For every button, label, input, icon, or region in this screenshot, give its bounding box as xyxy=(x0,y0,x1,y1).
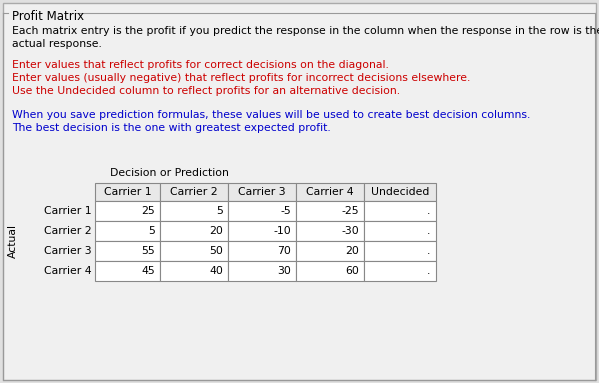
Text: -25: -25 xyxy=(341,206,359,216)
Text: Actual: Actual xyxy=(8,224,18,258)
Bar xyxy=(296,221,364,241)
Bar xyxy=(95,201,160,221)
Text: 20: 20 xyxy=(209,226,223,236)
Bar xyxy=(160,183,228,201)
Text: 50: 50 xyxy=(209,246,223,256)
Bar xyxy=(364,241,436,261)
Text: Carrier 3: Carrier 3 xyxy=(44,246,92,256)
Text: 30: 30 xyxy=(277,266,291,276)
Bar xyxy=(228,241,296,261)
Text: Carrier 1: Carrier 1 xyxy=(44,206,92,216)
Text: .: . xyxy=(426,246,430,256)
Bar xyxy=(296,183,364,201)
Bar xyxy=(160,241,228,261)
Text: 5: 5 xyxy=(148,226,155,236)
Bar xyxy=(95,221,160,241)
Text: Carrier 3: Carrier 3 xyxy=(238,187,286,197)
Text: .: . xyxy=(426,266,430,276)
Text: -30: -30 xyxy=(341,226,359,236)
Text: Carrier 2: Carrier 2 xyxy=(170,187,218,197)
Text: 55: 55 xyxy=(141,246,155,256)
Text: Decision or Prediction: Decision or Prediction xyxy=(110,168,229,178)
Text: Enter values (usually negative) that reflect profits for incorrect decisions els: Enter values (usually negative) that ref… xyxy=(12,73,470,83)
Text: Carrier 4: Carrier 4 xyxy=(44,266,92,276)
Text: Use the Undecided column to reflect profits for an alternative decision.: Use the Undecided column to reflect prof… xyxy=(12,86,400,96)
Text: -5: -5 xyxy=(280,206,291,216)
Text: Each matrix entry is the profit if you predict the response in the column when t: Each matrix entry is the profit if you p… xyxy=(12,26,599,36)
Text: Carrier 4: Carrier 4 xyxy=(306,187,354,197)
Text: actual response.: actual response. xyxy=(12,39,102,49)
Text: 70: 70 xyxy=(277,246,291,256)
Bar xyxy=(228,183,296,201)
Bar xyxy=(160,221,228,241)
Text: Enter values that reflect profits for correct decisions on the diagonal.: Enter values that reflect profits for co… xyxy=(12,60,389,70)
Text: Carrier 1: Carrier 1 xyxy=(104,187,152,197)
Text: 5: 5 xyxy=(216,206,223,216)
Text: 45: 45 xyxy=(141,266,155,276)
Text: 60: 60 xyxy=(345,266,359,276)
Bar xyxy=(364,183,436,201)
Text: The best decision is the one with greatest expected profit.: The best decision is the one with greate… xyxy=(12,123,331,133)
Bar xyxy=(364,201,436,221)
Bar xyxy=(228,201,296,221)
Text: Carrier 2: Carrier 2 xyxy=(44,226,92,236)
Bar xyxy=(228,221,296,241)
Bar xyxy=(296,201,364,221)
Bar xyxy=(364,261,436,281)
Text: 20: 20 xyxy=(345,246,359,256)
Bar xyxy=(364,221,436,241)
Bar xyxy=(296,261,364,281)
Bar xyxy=(228,261,296,281)
Bar xyxy=(95,183,160,201)
Bar xyxy=(160,201,228,221)
Text: -10: -10 xyxy=(273,226,291,236)
Text: 25: 25 xyxy=(141,206,155,216)
Text: Profit Matrix: Profit Matrix xyxy=(12,10,84,23)
FancyBboxPatch shape xyxy=(3,3,596,380)
Text: 40: 40 xyxy=(209,266,223,276)
Text: .: . xyxy=(426,226,430,236)
Bar xyxy=(160,261,228,281)
Text: Undecided: Undecided xyxy=(371,187,429,197)
Bar xyxy=(95,261,160,281)
Bar xyxy=(296,241,364,261)
Bar xyxy=(95,241,160,261)
Text: When you save prediction formulas, these values will be used to create best deci: When you save prediction formulas, these… xyxy=(12,110,530,120)
Text: .: . xyxy=(426,206,430,216)
